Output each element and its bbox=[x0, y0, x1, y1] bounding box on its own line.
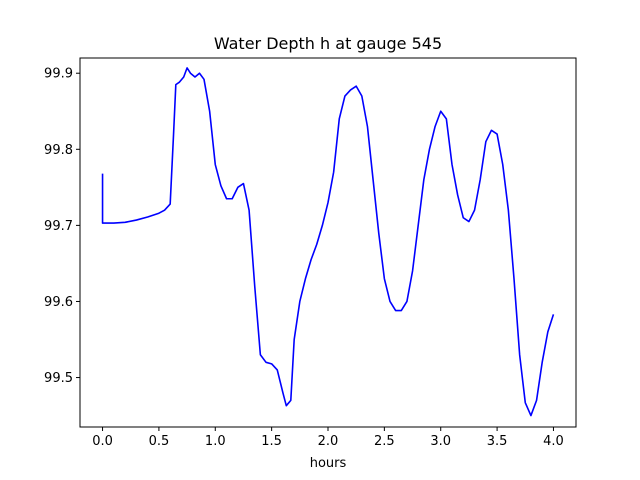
y-tick-label: 99.6 bbox=[44, 295, 73, 310]
x-axis-label: hours bbox=[310, 456, 347, 471]
x-tick-label: 0.5 bbox=[149, 434, 170, 449]
plot-area bbox=[79, 57, 577, 428]
chart-title: Water Depth h at gauge 545 bbox=[214, 34, 442, 53]
y-tick-label: 99.9 bbox=[44, 67, 73, 82]
plot-frame bbox=[79, 57, 577, 428]
y-axis: 99.5 99.6 99.7 99.8 99.9 bbox=[44, 67, 80, 386]
x-tick-label: 2.5 bbox=[374, 434, 395, 449]
x-tick-label: 4.0 bbox=[543, 434, 564, 449]
y-tick-label: 99.5 bbox=[44, 371, 73, 386]
y-tick-label: 99.8 bbox=[44, 143, 73, 158]
x-axis: 0.0 0.5 1.0 1.5 2.0 2.5 3.0 3.5 4.0 bbox=[92, 427, 564, 449]
x-tick-label: 3.5 bbox=[487, 434, 508, 449]
y-tick-label: 99.7 bbox=[44, 219, 73, 234]
x-tick-label: 3.0 bbox=[430, 434, 451, 449]
x-tick-label: 1.5 bbox=[261, 434, 282, 449]
x-tick-label: 2.0 bbox=[318, 434, 339, 449]
x-tick-label: 1.0 bbox=[205, 434, 226, 449]
x-tick-label: 0.0 bbox=[92, 434, 113, 449]
series-line-0 bbox=[101, 67, 555, 417]
